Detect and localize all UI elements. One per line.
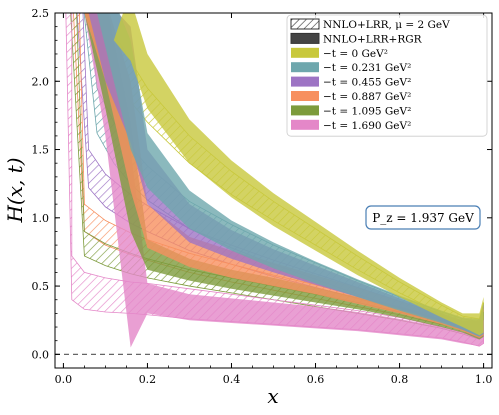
legend-swatch-series [291, 119, 319, 130]
legend: NNLO+LRR, μ = 2 GeV NNLO+LRR+RGR −t = 0 Ge… [286, 14, 488, 137]
legend-swatch-series [291, 62, 319, 73]
legend-swatch-filled [290, 32, 320, 44]
y-tick-label: 1.0 [32, 212, 50, 225]
x-tick-label: 0.4 [223, 373, 241, 386]
legend-label: −t = 0.231 GeV² [323, 62, 411, 74]
legend-swatch-series [291, 76, 319, 87]
pz-annotation: P_z = 1.937 GeV [365, 205, 481, 230]
legend-label: −t = 1.690 GeV² [323, 120, 411, 132]
y-tick-label: 1.5 [32, 144, 50, 157]
pz-label: P_z = 1.937 GeV [372, 211, 474, 225]
legend-swatch-series [291, 47, 319, 58]
x-tick-label: 0.6 [307, 373, 325, 386]
x-axis-label: x [267, 384, 278, 408]
legend-label: NNLO+LRR+RGR [323, 33, 423, 45]
series-layer [65, 13, 484, 348]
y-tick-label: 2.0 [32, 75, 50, 88]
legend-frame [286, 14, 488, 137]
y-tick-label: 0.0 [32, 348, 50, 361]
y-axis-label: H(x, t) [3, 157, 27, 223]
legend-label: −t = 0.455 GeV² [323, 77, 411, 89]
legend-label: −t = 0 GeV² [323, 48, 388, 60]
legend-label: −t = 0.887 GeV² [323, 91, 411, 103]
x-tick-label: 0.8 [391, 373, 409, 386]
legend-label: −t = 1.095 GeV² [323, 105, 411, 117]
legend-swatch-hatched [290, 18, 320, 30]
x-tick-label: 1.0 [475, 373, 493, 386]
legend-label: NNLO+LRR, μ = 2 GeV [323, 19, 450, 31]
rgr-band-3 [84, 13, 484, 338]
x-tick-label: 0.2 [139, 373, 157, 386]
y-tick-label: 2.5 [32, 7, 50, 20]
x-tick-label: 0.0 [55, 373, 73, 386]
legend-swatch-series [291, 91, 319, 101]
legend-swatch-series [291, 105, 319, 116]
y-tick-label: 0.5 [32, 280, 50, 293]
ticks-layer: 0.0 0.2 0.4 0.6 0.8 1.0 0.0 0.5 1.0 1.5 2.0 2.5 [32, 7, 493, 386]
rgr-band-1 [97, 13, 484, 337]
